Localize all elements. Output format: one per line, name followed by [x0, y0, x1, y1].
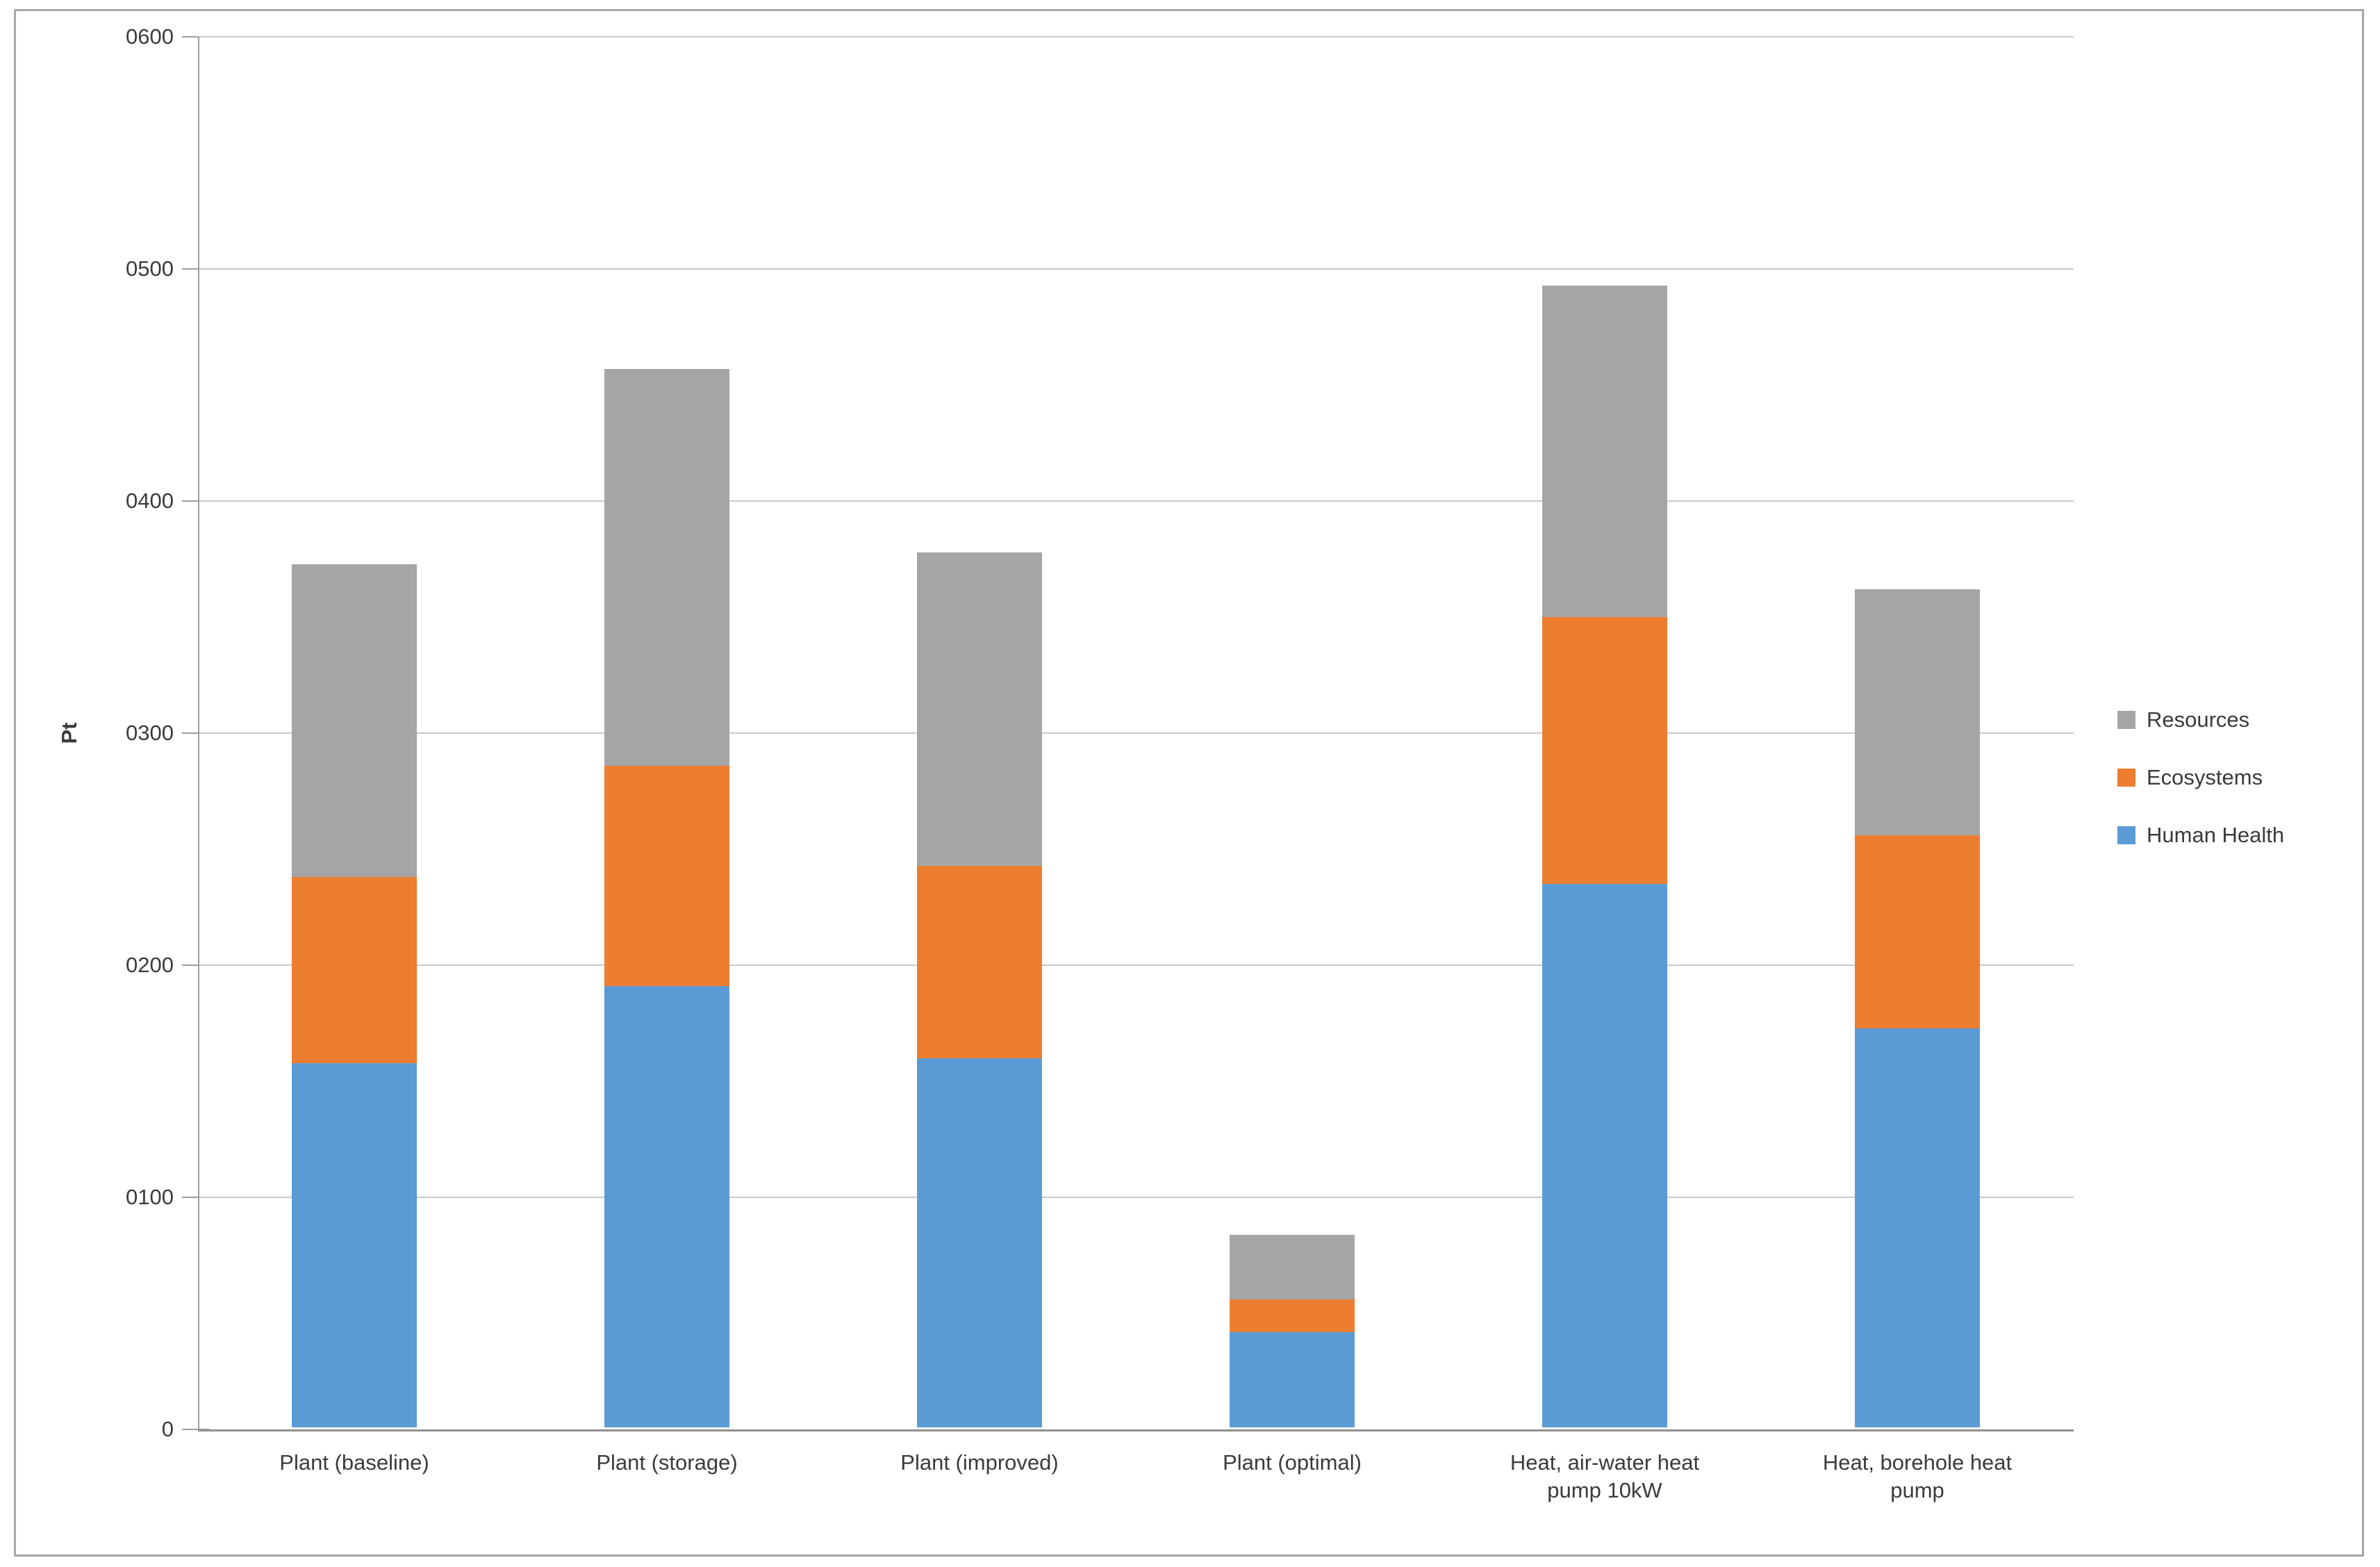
- x-axis-label: Heat, borehole heat pump: [1761, 1449, 2074, 1504]
- bar-segment-resources: [917, 552, 1042, 866]
- y-axis-line: [198, 37, 199, 1431]
- y-axis-tick-mark: [182, 732, 210, 734]
- y-axis-tick-mark: [182, 965, 210, 966]
- y-axis-tick-label: 0: [161, 1417, 174, 1441]
- legend-item-human-health: Human Health: [2117, 823, 2285, 847]
- y-axis-tick-mark: [182, 1197, 210, 1198]
- x-axis-label: Plant (improved): [823, 1449, 1136, 1477]
- bar-segment-resources: [1542, 285, 1667, 618]
- bar-segment-ecosystems: [1230, 1299, 1355, 1333]
- x-axis-label: Plant (baseline): [198, 1449, 511, 1477]
- bar-segment-human-health: [292, 1063, 417, 1427]
- y-axis-tick-label: 0100: [126, 1185, 174, 1209]
- x-axis-label-line: pump: [1890, 1478, 1944, 1502]
- gridline: [198, 965, 2074, 966]
- legend-swatch-icon: [2117, 769, 2135, 787]
- gridline: [198, 36, 2074, 38]
- legend-label: Resources: [2147, 707, 2250, 732]
- bar-segment-human-health: [917, 1058, 1042, 1427]
- y-axis-tick-label: 0500: [126, 256, 174, 281]
- bar-segment-ecosystems: [1855, 835, 1980, 1028]
- bar-segment-ecosystems: [604, 766, 729, 987]
- bar-6: [1855, 589, 1980, 1427]
- x-axis-label: Plant (storage): [511, 1449, 823, 1477]
- y-axis-tick-label: 0600: [126, 24, 174, 49]
- gridline: [198, 1197, 2074, 1198]
- bar-1: [292, 564, 417, 1427]
- x-axis-label-line: Heat, air-water heat: [1510, 1450, 1700, 1475]
- bar-2: [604, 368, 729, 1427]
- y-axis-tick-label: 0400: [126, 489, 174, 513]
- gridline: [198, 732, 2074, 734]
- x-axis-label: Plant (optimal): [1136, 1449, 1448, 1477]
- x-axis-label-line: Heat, borehole heat: [1822, 1450, 2013, 1475]
- bar-3: [917, 552, 1042, 1427]
- bar-4: [1230, 1234, 1355, 1427]
- legend-swatch-icon: [2117, 711, 2135, 729]
- x-axis-line: [198, 1429, 2074, 1431]
- bar-segment-resources: [1230, 1234, 1355, 1300]
- bar-segment-human-health: [1855, 1028, 1980, 1427]
- gridline: [198, 500, 2074, 502]
- legend-item-resources: Resources: [2117, 707, 2250, 732]
- legend-swatch-icon: [2117, 826, 2135, 844]
- bar-segment-resources: [604, 368, 729, 766]
- y-axis-tick-mark: [182, 500, 210, 502]
- legend-label: Ecosystems: [2147, 765, 2263, 789]
- y-axis-tick-mark: [182, 268, 210, 270]
- y-axis-tick-mark: [182, 1429, 210, 1430]
- bar-segment-resources: [292, 564, 417, 878]
- x-axis-label-line: Plant (storage): [596, 1450, 738, 1475]
- plot-area: [198, 36, 2074, 1429]
- bar-segment-human-health: [604, 986, 729, 1427]
- gridline: [198, 268, 2074, 270]
- bar-5: [1542, 285, 1667, 1427]
- bar-segment-ecosystems: [1542, 617, 1667, 885]
- y-axis-tick-label: 0200: [126, 953, 174, 977]
- x-axis-label-line: Plant (baseline): [279, 1450, 429, 1475]
- bar-segment-ecosystems: [917, 865, 1042, 1058]
- x-axis-label-line: Plant (improved): [900, 1450, 1059, 1475]
- x-axis-label: Heat, air-water heat pump 10kW: [1448, 1449, 1761, 1504]
- bar-segment-human-health: [1542, 884, 1667, 1427]
- y-axis-tick-label: 0300: [126, 721, 174, 745]
- x-axis-label-line: Plant (optimal): [1223, 1450, 1362, 1475]
- bar-segment-human-health: [1230, 1332, 1355, 1427]
- x-axis-label-line: pump 10kW: [1547, 1478, 1662, 1502]
- bar-segment-resources: [1855, 589, 1980, 836]
- legend-item-ecosystems: Ecosystems: [2117, 765, 2263, 789]
- bar-segment-ecosystems: [292, 877, 417, 1063]
- y-axis-tick-mark: [182, 36, 210, 38]
- legend-label: Human Health: [2147, 823, 2285, 847]
